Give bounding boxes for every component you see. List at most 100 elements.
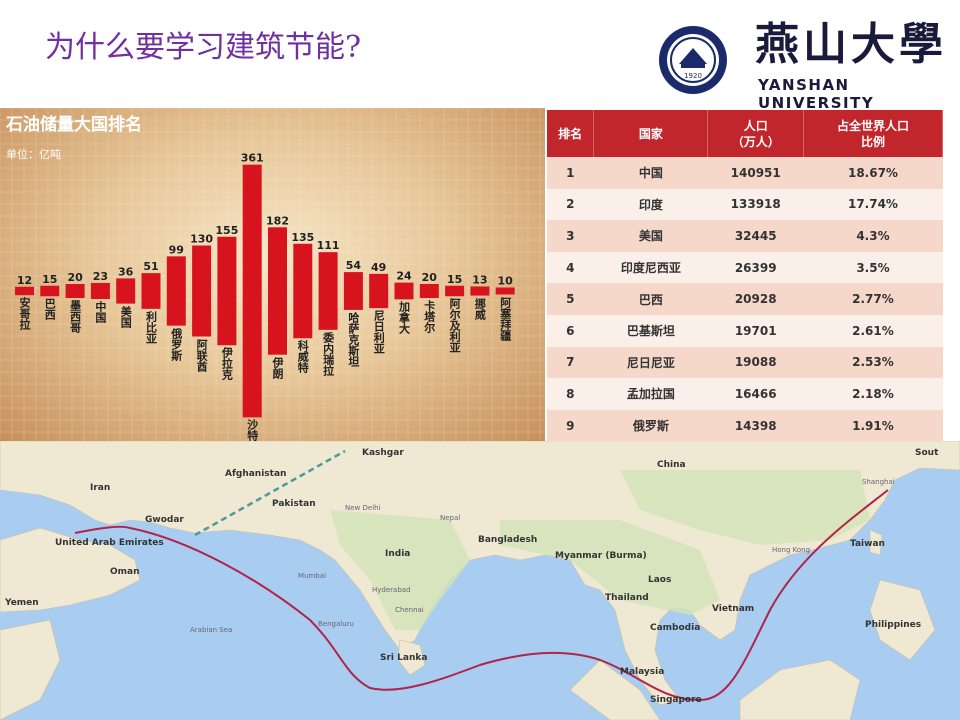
map-place-label: Yemen xyxy=(4,598,39,608)
table-cell: 2 xyxy=(547,188,594,221)
bar-category-label: 美国 xyxy=(119,305,133,328)
table-cell: 2.77% xyxy=(803,283,943,315)
map-place-label: Arabian Sea xyxy=(190,626,232,634)
map-place-label: Hyderabad xyxy=(372,586,411,594)
table-cell: 19088 xyxy=(707,346,804,379)
column-header-line: 国家 xyxy=(638,126,663,141)
table-cell: 美国 xyxy=(593,220,708,252)
bar xyxy=(318,252,338,330)
bar xyxy=(394,282,414,300)
map-place-label: Malaysia xyxy=(620,667,664,677)
map-place-label: Singapore xyxy=(650,695,702,705)
bar-value-label: 49 xyxy=(371,261,386,274)
bar-value-label: 20 xyxy=(422,271,438,284)
bar-value-label: 54 xyxy=(346,259,362,272)
bar-category-label: 挪威 xyxy=(473,297,487,320)
map-place-label: United Arab Emirates xyxy=(55,538,164,548)
bar-category-label: 沙特 xyxy=(245,419,259,441)
map-place-label: China xyxy=(657,460,686,470)
table-row: 8 孟加拉国 16466 2.18% xyxy=(547,378,943,410)
table-cell: 16466 xyxy=(707,378,804,410)
table-row: 3 美国 32445 4.3% xyxy=(547,220,943,252)
map-place-label: Taiwan xyxy=(850,539,885,549)
bar xyxy=(495,287,515,295)
bar-category-label: 中国 xyxy=(93,301,107,324)
column-header-line: （万人） xyxy=(731,134,780,149)
bar xyxy=(242,164,262,418)
bar-category-label: 俄罗斯 xyxy=(169,327,183,361)
table-cell: 14398 xyxy=(707,409,804,442)
table-cell: 中国 xyxy=(593,157,708,189)
bar xyxy=(343,272,363,310)
map-place-label: New Delhi xyxy=(345,504,381,512)
map-place-label: Hong Kong xyxy=(772,546,810,554)
bar-value-label: 182 xyxy=(266,214,289,227)
bar-value-label: 15 xyxy=(447,273,462,286)
bar-value-label: 10 xyxy=(498,275,514,288)
table-row: 2 印度 133918 17.74% xyxy=(547,188,943,221)
bar-value-label: 15 xyxy=(42,273,57,286)
table-cell: 9 xyxy=(547,409,594,442)
bar-category-label: 加拿大 xyxy=(397,301,411,335)
bar xyxy=(192,245,212,337)
green-regions xyxy=(330,470,870,630)
bar xyxy=(369,273,389,309)
table-cell: 2.61% xyxy=(803,314,943,347)
bar-category-label: 利比亚 xyxy=(144,310,158,344)
table-cell: 4.3% xyxy=(803,220,943,252)
bar-category-label: 阿尔及利亚 xyxy=(448,298,462,354)
map-place-label: Myanmar (Burma) xyxy=(555,551,647,561)
pipeline-dashed-line xyxy=(194,449,346,537)
bar xyxy=(470,286,490,296)
table-cell: 2.53% xyxy=(803,346,943,379)
bar xyxy=(268,227,287,355)
table-cell: 巴西 xyxy=(593,283,708,315)
table-cell: 4 xyxy=(547,251,594,284)
column-header-line: 比例 xyxy=(860,134,885,149)
map-place-label: India xyxy=(385,549,410,559)
table-cell: 俄罗斯 xyxy=(593,409,708,442)
map-place-label: Sri Lanka xyxy=(380,653,427,663)
map-place-label: Afghanistan xyxy=(225,469,286,479)
column-header-line: 占全世界人口 xyxy=(836,118,909,133)
table-cell: 26399 xyxy=(707,251,804,284)
chart-subtitle: 单位：亿吨 xyxy=(6,147,61,161)
bar-value-label: 12 xyxy=(17,274,32,287)
table-cell: 1.91% xyxy=(803,409,943,442)
logo-name-en: YANSHAN UNIVERSITY xyxy=(758,76,875,112)
table-cell: 5 xyxy=(547,283,594,315)
university-logo: 1920 燕山大學 YANSHAN UNIVERSITY xyxy=(655,20,955,112)
map-place-label: Vietnam xyxy=(712,604,754,614)
bar-value-label: 99 xyxy=(169,243,184,256)
bar xyxy=(141,273,161,309)
bar-category-label: 阿塞拜疆 xyxy=(498,296,512,341)
column-header: 人口 （万人） xyxy=(707,110,804,157)
bar-category-label: 哈萨克斯坦 xyxy=(346,311,360,367)
table-cell: 巴基斯坦 xyxy=(593,314,708,347)
map-place-label: Kashgar xyxy=(362,448,404,458)
map-place-label: Thailand xyxy=(605,593,649,603)
bar xyxy=(217,236,237,346)
map-place-label: Oman xyxy=(110,567,140,577)
bar-value-label: 51 xyxy=(143,260,158,273)
shipping-route-line xyxy=(74,489,889,702)
bar-value-label: 23 xyxy=(93,270,108,283)
shipping-route-map: Kashgar Afghanistan Iran Pakistan Gwodar Unit… xyxy=(0,441,960,720)
map-place-label: Bengaluru xyxy=(318,620,354,628)
map-place-label: Sout xyxy=(915,448,939,458)
slide-title: 为什么要学习建筑节能? xyxy=(45,30,362,65)
table-cell: 3.5% xyxy=(803,251,943,284)
bar-value-label: 20 xyxy=(67,271,83,284)
bar xyxy=(40,285,60,297)
bar-value-label: 130 xyxy=(190,233,213,246)
table-cell: 6 xyxy=(547,314,594,347)
bar xyxy=(90,282,110,300)
population-table: 排名 国家 人口 （万人） 占全世界人口 比例 1 中国 140951 18.67% 2 印度 133… xyxy=(547,110,944,442)
table-cell: 19701 xyxy=(707,314,804,347)
bar xyxy=(166,256,186,326)
table-cell: 133918 xyxy=(707,188,804,221)
table-cell: 17.74% xyxy=(803,188,943,221)
map-place-label: Bangladesh xyxy=(478,535,537,545)
column-header-line: 排名 xyxy=(558,126,583,141)
column-header: 占全世界人口 比例 xyxy=(803,110,944,157)
